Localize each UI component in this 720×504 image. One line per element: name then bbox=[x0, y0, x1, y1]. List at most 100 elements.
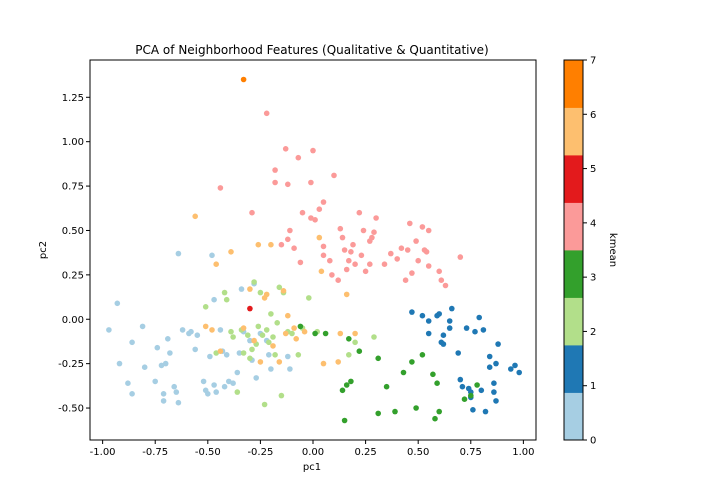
scatter-point-cluster-4 bbox=[381, 261, 388, 268]
scatter-point-cluster-0 bbox=[173, 389, 180, 395]
scatter-point-cluster-6 bbox=[240, 325, 247, 331]
colorbar-segment-5 bbox=[564, 155, 583, 203]
scatter-point-cluster-3 bbox=[383, 383, 390, 390]
scatter-point-cluster-0 bbox=[234, 369, 241, 376]
scatter-point-cluster-4 bbox=[425, 227, 432, 234]
scatter-point-cluster-0 bbox=[139, 323, 146, 330]
x-tick-label: 0.50 bbox=[407, 447, 429, 458]
scatter-point-cluster-4 bbox=[299, 209, 306, 216]
scatter-point-cluster-4 bbox=[329, 272, 335, 278]
scatter-point-cluster-4 bbox=[335, 277, 342, 284]
plot-area: -1.00 -0.75 -0.50 -0.25 0.00 0.25 0.50 0.75 1.00… bbox=[58, 59, 537, 458]
scatter-point-cluster-4 bbox=[348, 249, 354, 255]
scatter-point-cluster-0 bbox=[211, 296, 217, 303]
scatter-point-cluster-0 bbox=[175, 250, 182, 257]
colorbar: 0 1 2 3 4 5 6 7 bbox=[563, 56, 596, 447]
scatter-point-cluster-6 bbox=[337, 330, 344, 337]
scatter-point-cluster-0 bbox=[209, 252, 215, 259]
scatter-point-cluster-1 bbox=[480, 327, 487, 333]
scatter-point-cluster-2 bbox=[272, 352, 278, 358]
scatter-point-cluster-4 bbox=[407, 220, 413, 227]
scatter-point-cluster-6 bbox=[320, 360, 327, 367]
scatter-point-cluster-2 bbox=[346, 352, 352, 358]
scatter-point-cluster-6 bbox=[316, 234, 323, 241]
scatter-point-cluster-4 bbox=[331, 172, 337, 179]
colorbar-segment-4 bbox=[564, 202, 583, 251]
scatter-point-cluster-6 bbox=[285, 312, 291, 319]
scatter-point-cluster-4 bbox=[457, 254, 464, 260]
scatter-point-cluster-0 bbox=[226, 378, 232, 385]
x-tick-label: 0.75 bbox=[460, 447, 482, 458]
scatter-point-cluster-0 bbox=[230, 380, 236, 387]
scatter-point-cluster-1 bbox=[486, 364, 493, 371]
scatter-point-cluster-0 bbox=[129, 339, 135, 346]
scatter-point-cluster-4 bbox=[409, 270, 415, 276]
scatter-point-cluster-1 bbox=[440, 332, 447, 339]
scatter-point-cluster-3 bbox=[400, 369, 407, 376]
scatter-point-cluster-2 bbox=[251, 279, 257, 285]
scatter-point-cluster-4 bbox=[285, 236, 291, 243]
scatter-point-cluster-6 bbox=[255, 241, 262, 248]
scatter-point-cluster-2 bbox=[352, 339, 358, 346]
scatter-point-cluster-0 bbox=[207, 353, 213, 360]
scatter-point-cluster-4 bbox=[402, 277, 409, 284]
scatter-point-cluster-4 bbox=[278, 241, 285, 248]
scatter-point-cluster-0 bbox=[175, 399, 182, 406]
scatter-point-cluster-6 bbox=[318, 268, 325, 275]
scatter-point-cluster-4 bbox=[438, 277, 445, 284]
scatter-point-cluster-1 bbox=[449, 305, 455, 312]
scatter-point-cluster-1 bbox=[409, 309, 415, 315]
scatter-point-cluster-0 bbox=[162, 360, 169, 367]
scatter-point-cluster-1 bbox=[440, 341, 447, 347]
scatter-point-cluster-3 bbox=[436, 408, 443, 415]
x-tick-label: -0.75 bbox=[142, 447, 168, 458]
scatter-point-cluster-4 bbox=[308, 179, 314, 186]
scatter-point-cluster-0 bbox=[141, 364, 148, 371]
scatter-point-cluster-6 bbox=[202, 323, 209, 330]
scatter-point-cluster-3 bbox=[474, 382, 480, 388]
scatter-point-cluster-4 bbox=[291, 245, 297, 251]
scatter-point-cluster-6 bbox=[251, 337, 257, 344]
scatter-point-cluster-1 bbox=[455, 350, 462, 356]
scatter-point-cluster-1 bbox=[516, 369, 522, 376]
scatter-point-cluster-3 bbox=[297, 323, 304, 330]
scatter-point-cluster-0 bbox=[158, 362, 165, 369]
scatter-point-cluster-0 bbox=[125, 380, 131, 387]
scatter-point-cluster-4 bbox=[337, 225, 344, 232]
scatter-point-cluster-3 bbox=[322, 330, 329, 337]
scatter-point-cluster-4 bbox=[310, 147, 316, 154]
scatter-point-cluster-1 bbox=[425, 330, 432, 337]
scatter-point-cluster-2 bbox=[223, 296, 230, 303]
scatter-point-cluster-3 bbox=[434, 380, 440, 387]
y-tick-label: 0.75 bbox=[62, 182, 84, 193]
scatter-point-cluster-4 bbox=[272, 167, 278, 173]
scatter-point-cluster-6 bbox=[263, 291, 270, 298]
scatter-point-cluster-4 bbox=[356, 209, 363, 216]
scatter-point-cluster-0 bbox=[268, 366, 274, 372]
scatter-point-cluster-4 bbox=[320, 199, 327, 205]
scatter-point-cluster-6 bbox=[217, 348, 224, 355]
scatter-point-cluster-1 bbox=[419, 312, 426, 319]
scatter-point-cluster-4 bbox=[415, 257, 422, 264]
scatter-point-cluster-2 bbox=[257, 289, 264, 296]
scatter-point-cluster-0 bbox=[171, 383, 177, 390]
scatter-point-cluster-4 bbox=[442, 282, 449, 289]
x-axis-label: pc1 bbox=[303, 462, 321, 473]
scatter-point-cluster-0 bbox=[129, 391, 135, 397]
scatter-point-cluster-4 bbox=[367, 261, 373, 268]
x-tick-label: -1.00 bbox=[90, 447, 116, 458]
scatter-point-cluster-1 bbox=[472, 328, 478, 335]
scatter-point-cluster-0 bbox=[194, 332, 201, 339]
scatter-point-cluster-1 bbox=[446, 318, 453, 324]
scatter-point-cluster-3 bbox=[375, 410, 382, 417]
scatter-point-cluster-2 bbox=[213, 350, 219, 356]
scatter-point-cluster-4 bbox=[388, 250, 394, 257]
scatter-point-cluster-0 bbox=[116, 360, 123, 367]
colorbar-segment-1 bbox=[564, 345, 583, 393]
scatter-point-cluster-1 bbox=[512, 362, 518, 369]
scatter-point-cluster-1 bbox=[493, 398, 499, 404]
scatter-point-cluster-0 bbox=[247, 337, 253, 344]
scatter-point-cluster-4 bbox=[308, 215, 314, 221]
scatter-point-cluster-4 bbox=[362, 268, 369, 275]
scatter-point-cluster-1 bbox=[457, 376, 464, 383]
